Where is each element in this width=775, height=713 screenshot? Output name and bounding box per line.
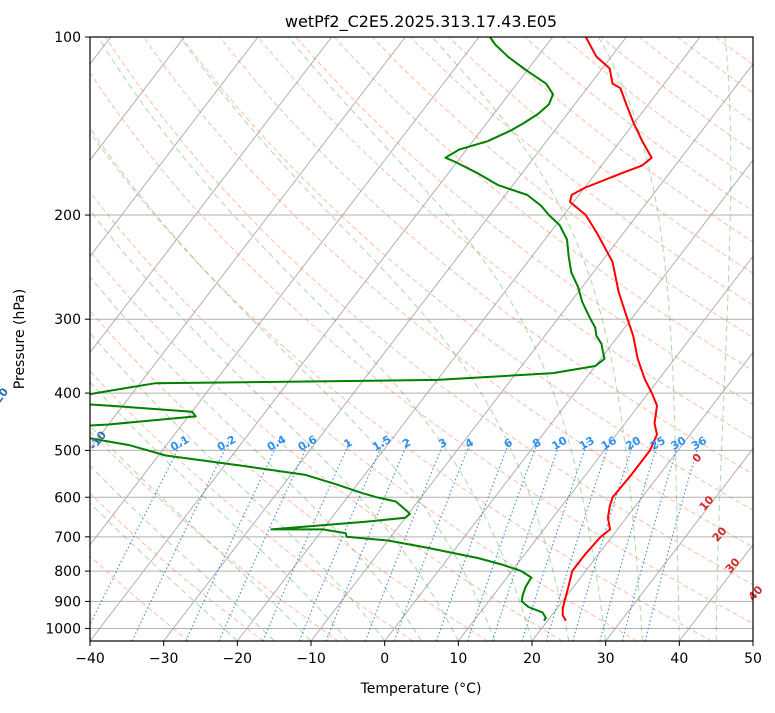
y-tick-label: 600 xyxy=(54,490,81,506)
x-tick-label: 30 xyxy=(597,651,615,667)
y-tick-label: 100 xyxy=(54,30,81,46)
y-tick-label: 900 xyxy=(54,594,81,610)
chart-title: wetPf2_C2E5.2025.313.17.43.E05 xyxy=(285,12,557,32)
y-tick-label: 800 xyxy=(54,564,81,580)
x-tick-label: −40 xyxy=(75,651,105,667)
x-tick-label: 0 xyxy=(380,651,389,667)
x-tick-label: −20 xyxy=(223,651,253,667)
y-tick-label: 700 xyxy=(54,530,81,546)
y-axis-label: Pressure (hPa) xyxy=(12,289,28,389)
x-tick-label: 10 xyxy=(449,651,467,667)
y-tick-label: 1000 xyxy=(45,621,81,637)
x-tick-label: −10 xyxy=(296,651,326,667)
y-tick-label: 200 xyxy=(54,208,81,224)
plot-background xyxy=(90,37,753,641)
x-tick-label: −30 xyxy=(149,651,179,667)
x-axis-label: Temperature (°C) xyxy=(360,681,482,697)
x-tick-label: 20 xyxy=(523,651,541,667)
y-tick-label: 400 xyxy=(54,386,81,402)
x-tick-label: 40 xyxy=(670,651,688,667)
y-tick-label: 500 xyxy=(54,443,81,459)
x-tick-label: 50 xyxy=(744,651,762,667)
y-tick-label: 300 xyxy=(54,312,81,328)
